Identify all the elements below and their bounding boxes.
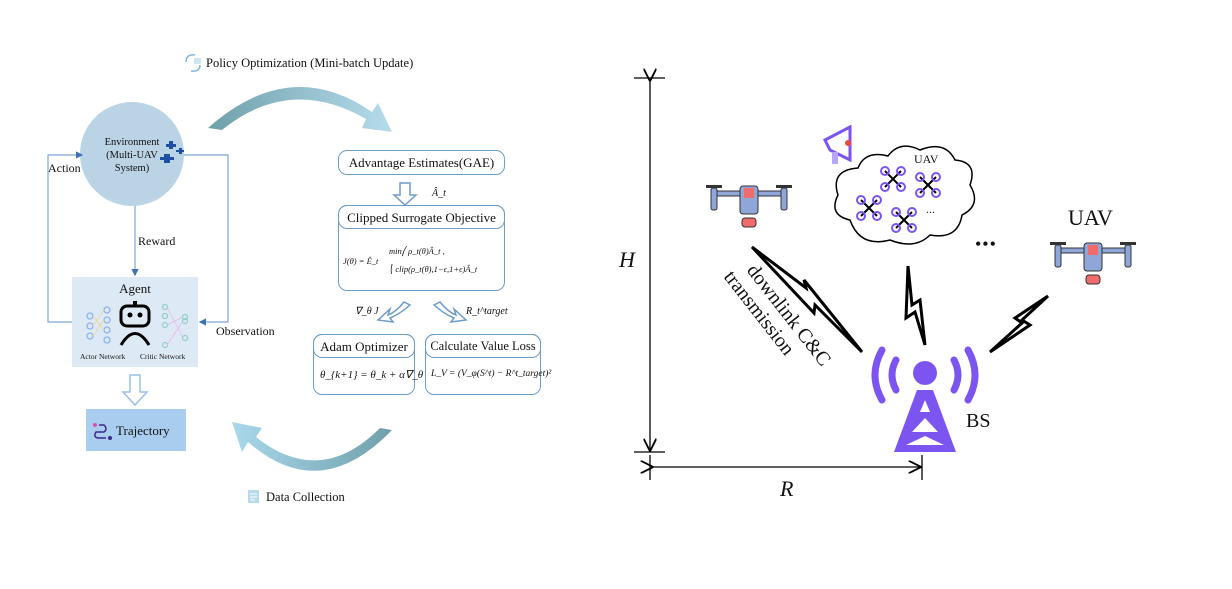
advantage-symbol: Â_t [432, 188, 446, 199]
trajectory-icon [93, 423, 112, 440]
trajectory-box [86, 409, 186, 451]
clipped-surrogate-box: Clipped Surrogate Objective J(θ) = Ê_t m… [338, 205, 505, 291]
critic-network-icon [161, 303, 189, 349]
agent-title: Agent [119, 281, 151, 296]
quadcopter-icons [856, 166, 941, 233]
formula-line1: min⎛ ρ_t(θ)Â_t , [389, 246, 445, 256]
clipped-surrogate-title: Clipped Surrogate Objective [347, 210, 496, 225]
gradient-label: ∇_θ J [355, 306, 379, 317]
environment-node: Environment (Multi-UAV System) [96, 136, 168, 175]
formula-lhs: J(θ) = Ê_t [343, 256, 379, 266]
observation-arrow [184, 154, 229, 326]
actor-network-icon [86, 306, 111, 344]
target-curved-arrow [432, 301, 468, 323]
lightning-bolt-center [904, 265, 927, 346]
uav-label: UAV [1068, 205, 1113, 230]
height-label: H [619, 247, 635, 272]
bs-label: BS [966, 410, 991, 432]
target-return-label: R_t^target [466, 306, 508, 317]
uav-swarm-cloud [834, 145, 976, 245]
adam-formula: θ_{k+1} = θ_k + α∇_θ J [320, 369, 431, 381]
value-loss-formula: L_V = (V_φ(S^t) − R^t_target)² [431, 369, 552, 379]
environment-line2: (Multi-UAV [106, 150, 158, 161]
cloud-ellipsis: ... [926, 202, 935, 216]
action-arrow [47, 151, 84, 323]
grad-curved-arrow [376, 301, 412, 323]
data-collection-label: Data Collection [266, 490, 345, 504]
data-collection-arc [232, 422, 392, 471]
policy-optimization-arc [208, 87, 392, 132]
formula-line2: ⎝ clip(ρ_t(θ),1−ϵ,1+ϵ)Â_t [389, 264, 478, 274]
cloud-uav-label: UAV [914, 152, 939, 166]
multi-uav-icon [160, 141, 184, 163]
uav-drone-icon-right [1050, 242, 1136, 285]
document-icon [248, 490, 259, 503]
value-loss-title: Calculate Value Loss [430, 339, 536, 353]
environment-circle [80, 102, 184, 206]
critic-network-label: Critic Network [140, 352, 186, 361]
radius-label: R [780, 476, 794, 501]
megaphone-icon [822, 124, 852, 164]
environment-line3: System) [114, 163, 150, 174]
action-label: Action [48, 161, 81, 175]
actor-network-label: Actor Network [80, 352, 126, 361]
lightning-bolt-left [750, 245, 864, 354]
adam-optimizer-title: Adam Optimizer [320, 339, 408, 354]
policy-optimization-label: Policy Optimization (Mini-batch Update) [206, 56, 414, 70]
adam-optimizer-box: Adam Optimizer θ_{k+1} = θ_k + α∇_θ J [313, 334, 431, 395]
reward-label: Reward [138, 234, 176, 248]
lightning-bolt-right [988, 294, 1050, 354]
agent-to-trajectory-arrow [121, 374, 149, 407]
advantage-down-arrow [392, 182, 418, 207]
uav-drone-icon [706, 185, 792, 228]
value-loss-box: Calculate Value Loss L_V = (V_φ(S^t) − R… [425, 334, 551, 395]
trajectory-label: Trajectory [116, 423, 170, 438]
observation-label: Observation [216, 324, 275, 338]
agent-box [72, 277, 198, 367]
robot-icon [119, 301, 151, 346]
advantage-estimates-box: Advantage Estimates(GAE) [338, 150, 505, 175]
base-station-tower-icon [871, 346, 979, 452]
refresh-icon [185, 54, 201, 72]
advantage-estimates-title: Advantage Estimates(GAE) [348, 155, 495, 170]
environment-line1: Environment [104, 137, 160, 148]
more-uavs-dots: ••• [975, 234, 997, 254]
